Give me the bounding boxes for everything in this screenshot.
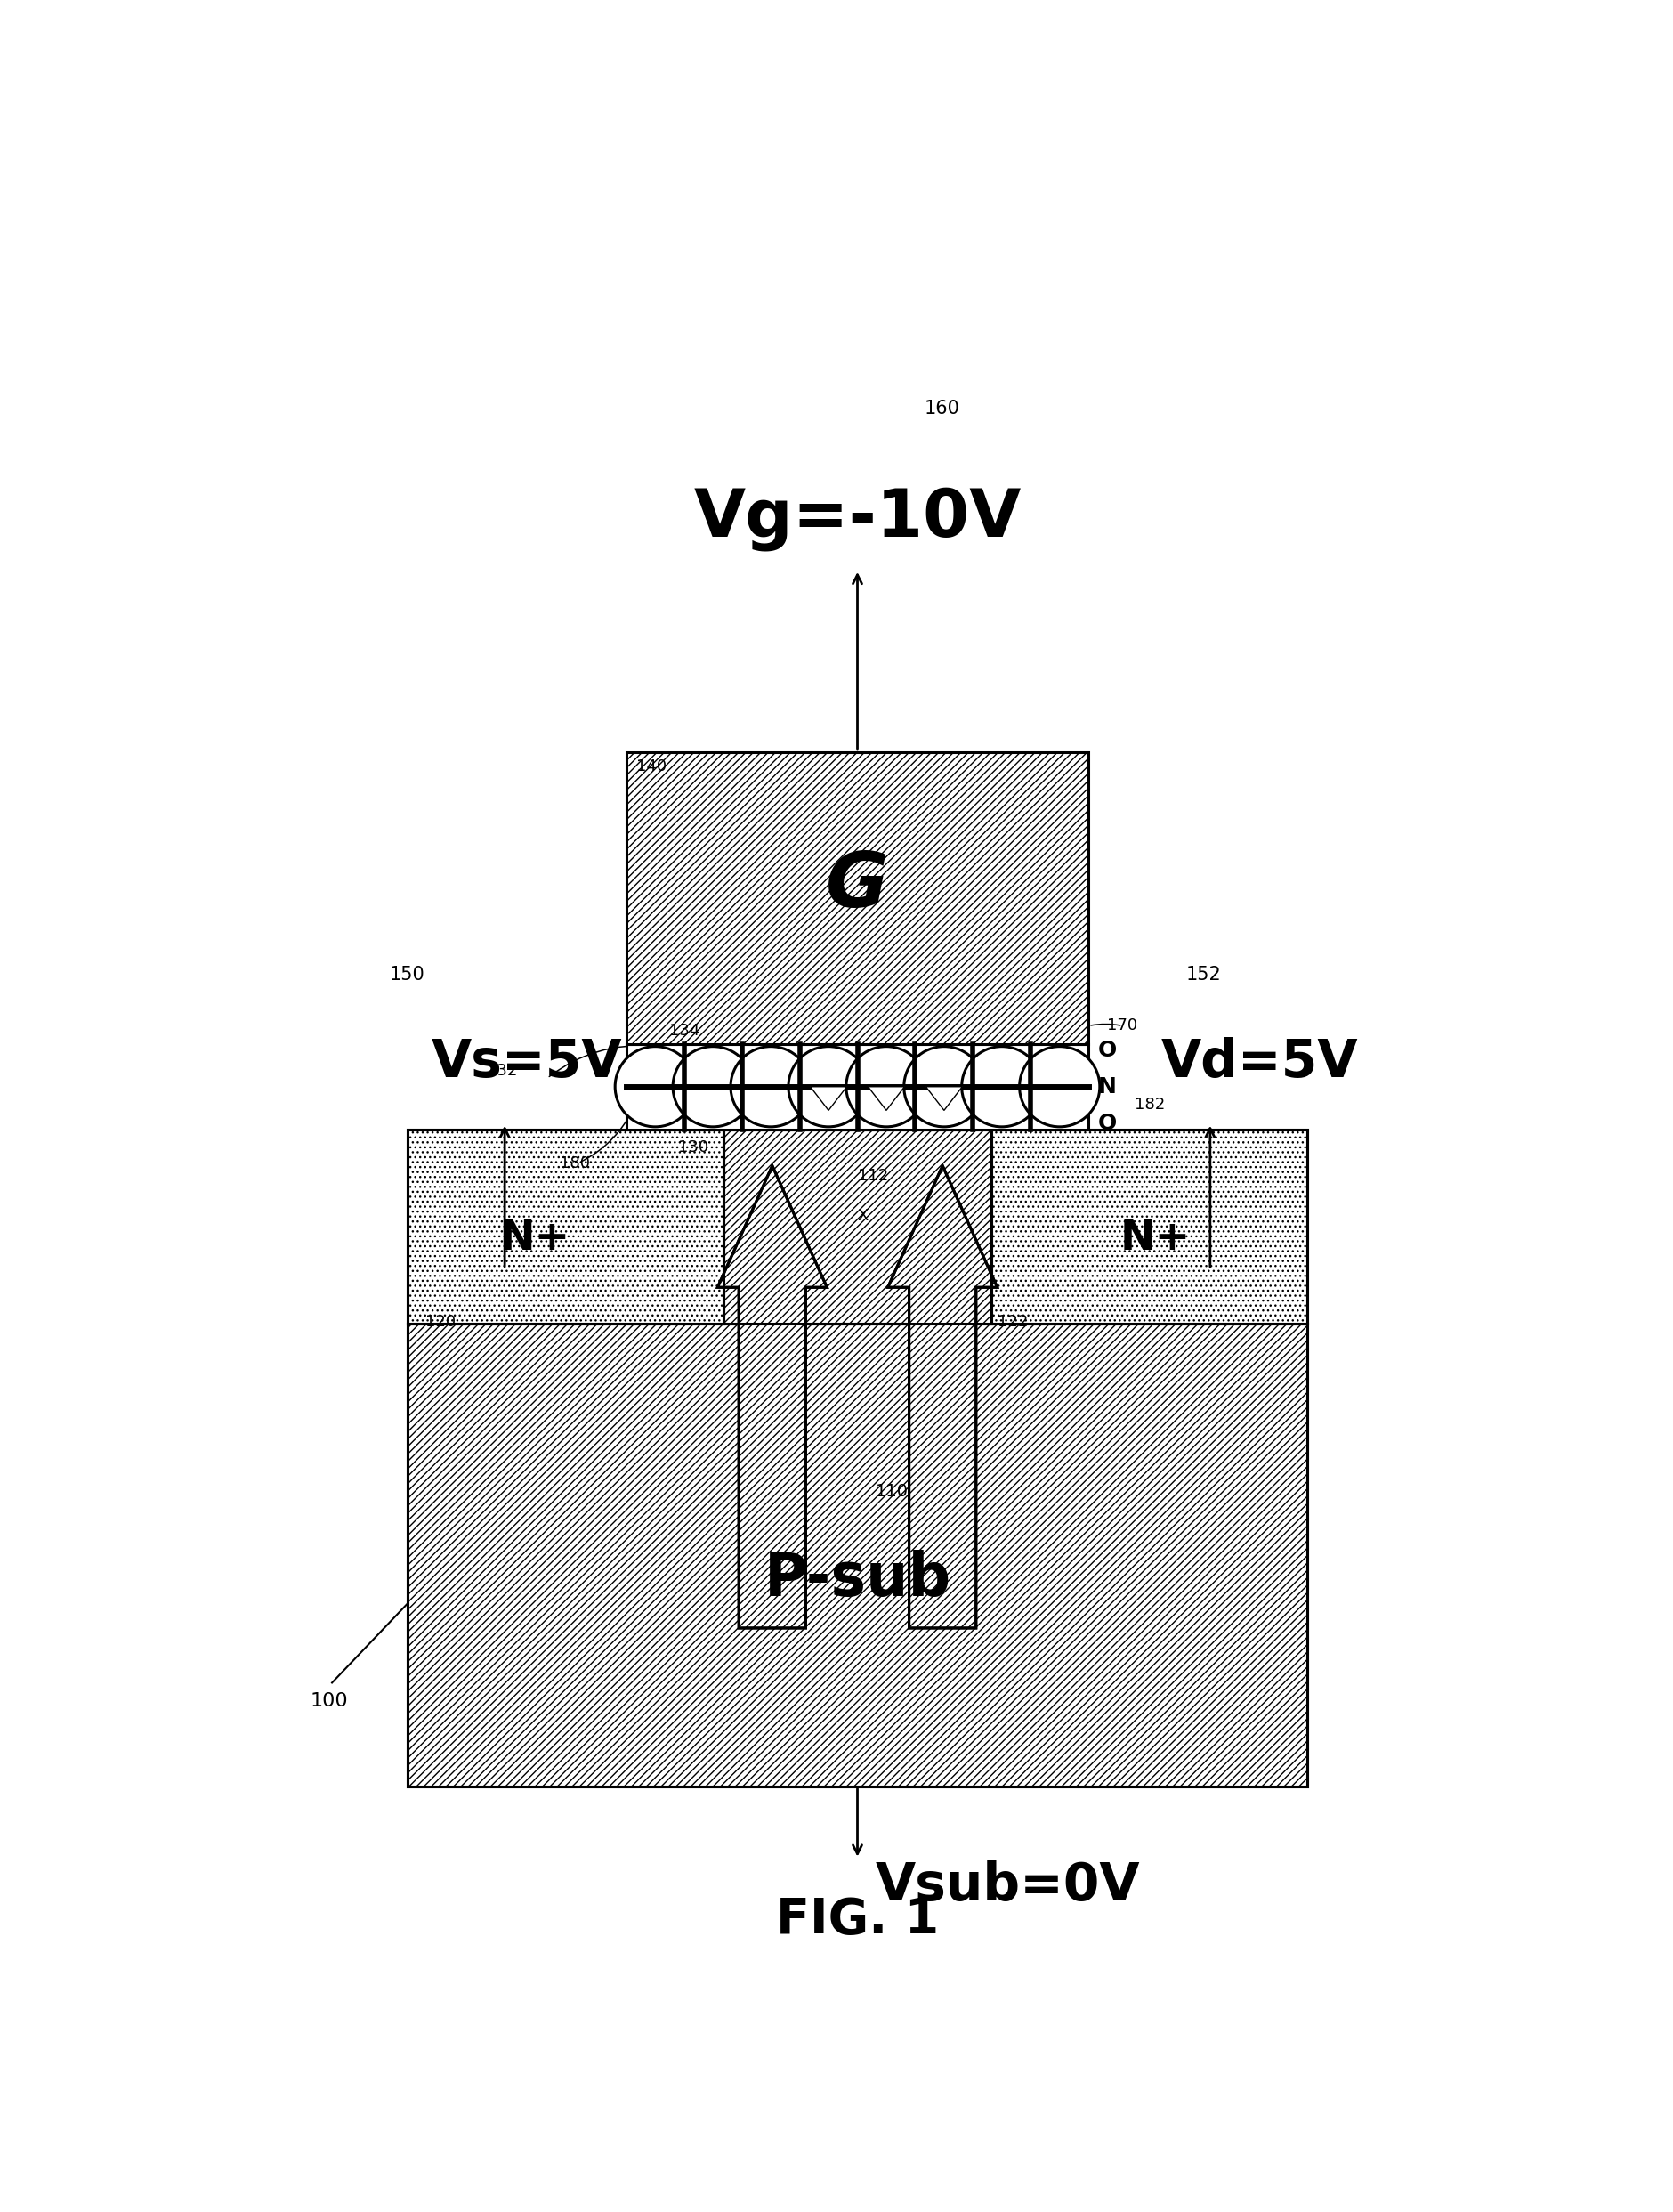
Text: 130: 130 — [678, 1139, 708, 1155]
Circle shape — [1019, 1046, 1099, 1126]
Bar — [408, 1128, 1307, 1787]
Text: 140: 140 — [636, 759, 666, 774]
Circle shape — [616, 1046, 696, 1126]
Circle shape — [903, 1046, 984, 1126]
Text: 150: 150 — [390, 964, 425, 982]
Text: O: O — [1097, 1113, 1118, 1135]
Text: 100: 100 — [310, 1692, 348, 1710]
Text: 134: 134 — [669, 1024, 699, 1040]
Bar — [990, 1128, 1307, 1323]
Text: 112: 112 — [858, 1168, 888, 1183]
Circle shape — [731, 1046, 811, 1126]
Polygon shape — [925, 1086, 962, 1110]
Text: X: X — [858, 1208, 868, 1223]
Bar — [626, 752, 1089, 1044]
Bar — [724, 1128, 990, 1323]
Text: 132: 132 — [487, 1062, 517, 1079]
Bar — [626, 1044, 1089, 1128]
Text: 122: 122 — [997, 1314, 1027, 1329]
Text: Vg=-10V: Vg=-10V — [694, 487, 1021, 551]
Text: N+: N+ — [1121, 1219, 1191, 1259]
Bar — [408, 1323, 1307, 1787]
Text: 180: 180 — [559, 1155, 589, 1172]
Polygon shape — [868, 1086, 905, 1110]
Circle shape — [788, 1046, 868, 1126]
Text: 182: 182 — [1134, 1097, 1164, 1113]
Circle shape — [962, 1046, 1042, 1126]
Text: Vd=5V: Vd=5V — [1161, 1037, 1358, 1088]
Text: 120: 120 — [425, 1314, 457, 1329]
Text: N: N — [1097, 1075, 1118, 1097]
Text: P-sub: P-sub — [765, 1551, 950, 1608]
Circle shape — [847, 1046, 927, 1126]
Text: 160: 160 — [923, 400, 960, 418]
Polygon shape — [718, 1166, 826, 1628]
Text: Vs=5V: Vs=5V — [432, 1037, 622, 1088]
Text: N+: N+ — [500, 1219, 570, 1259]
Text: Vsub=0V: Vsub=0V — [875, 1860, 1141, 1911]
Polygon shape — [810, 1086, 847, 1110]
Polygon shape — [888, 1166, 997, 1628]
Bar — [408, 1128, 724, 1323]
Text: 170: 170 — [1108, 1018, 1138, 1033]
Text: 152: 152 — [1186, 964, 1221, 982]
Text: FIG. 1: FIG. 1 — [776, 1896, 939, 1944]
Text: O: O — [1097, 1040, 1118, 1062]
Text: 110: 110 — [875, 1484, 908, 1500]
Text: G: G — [826, 849, 888, 922]
Circle shape — [673, 1046, 753, 1126]
